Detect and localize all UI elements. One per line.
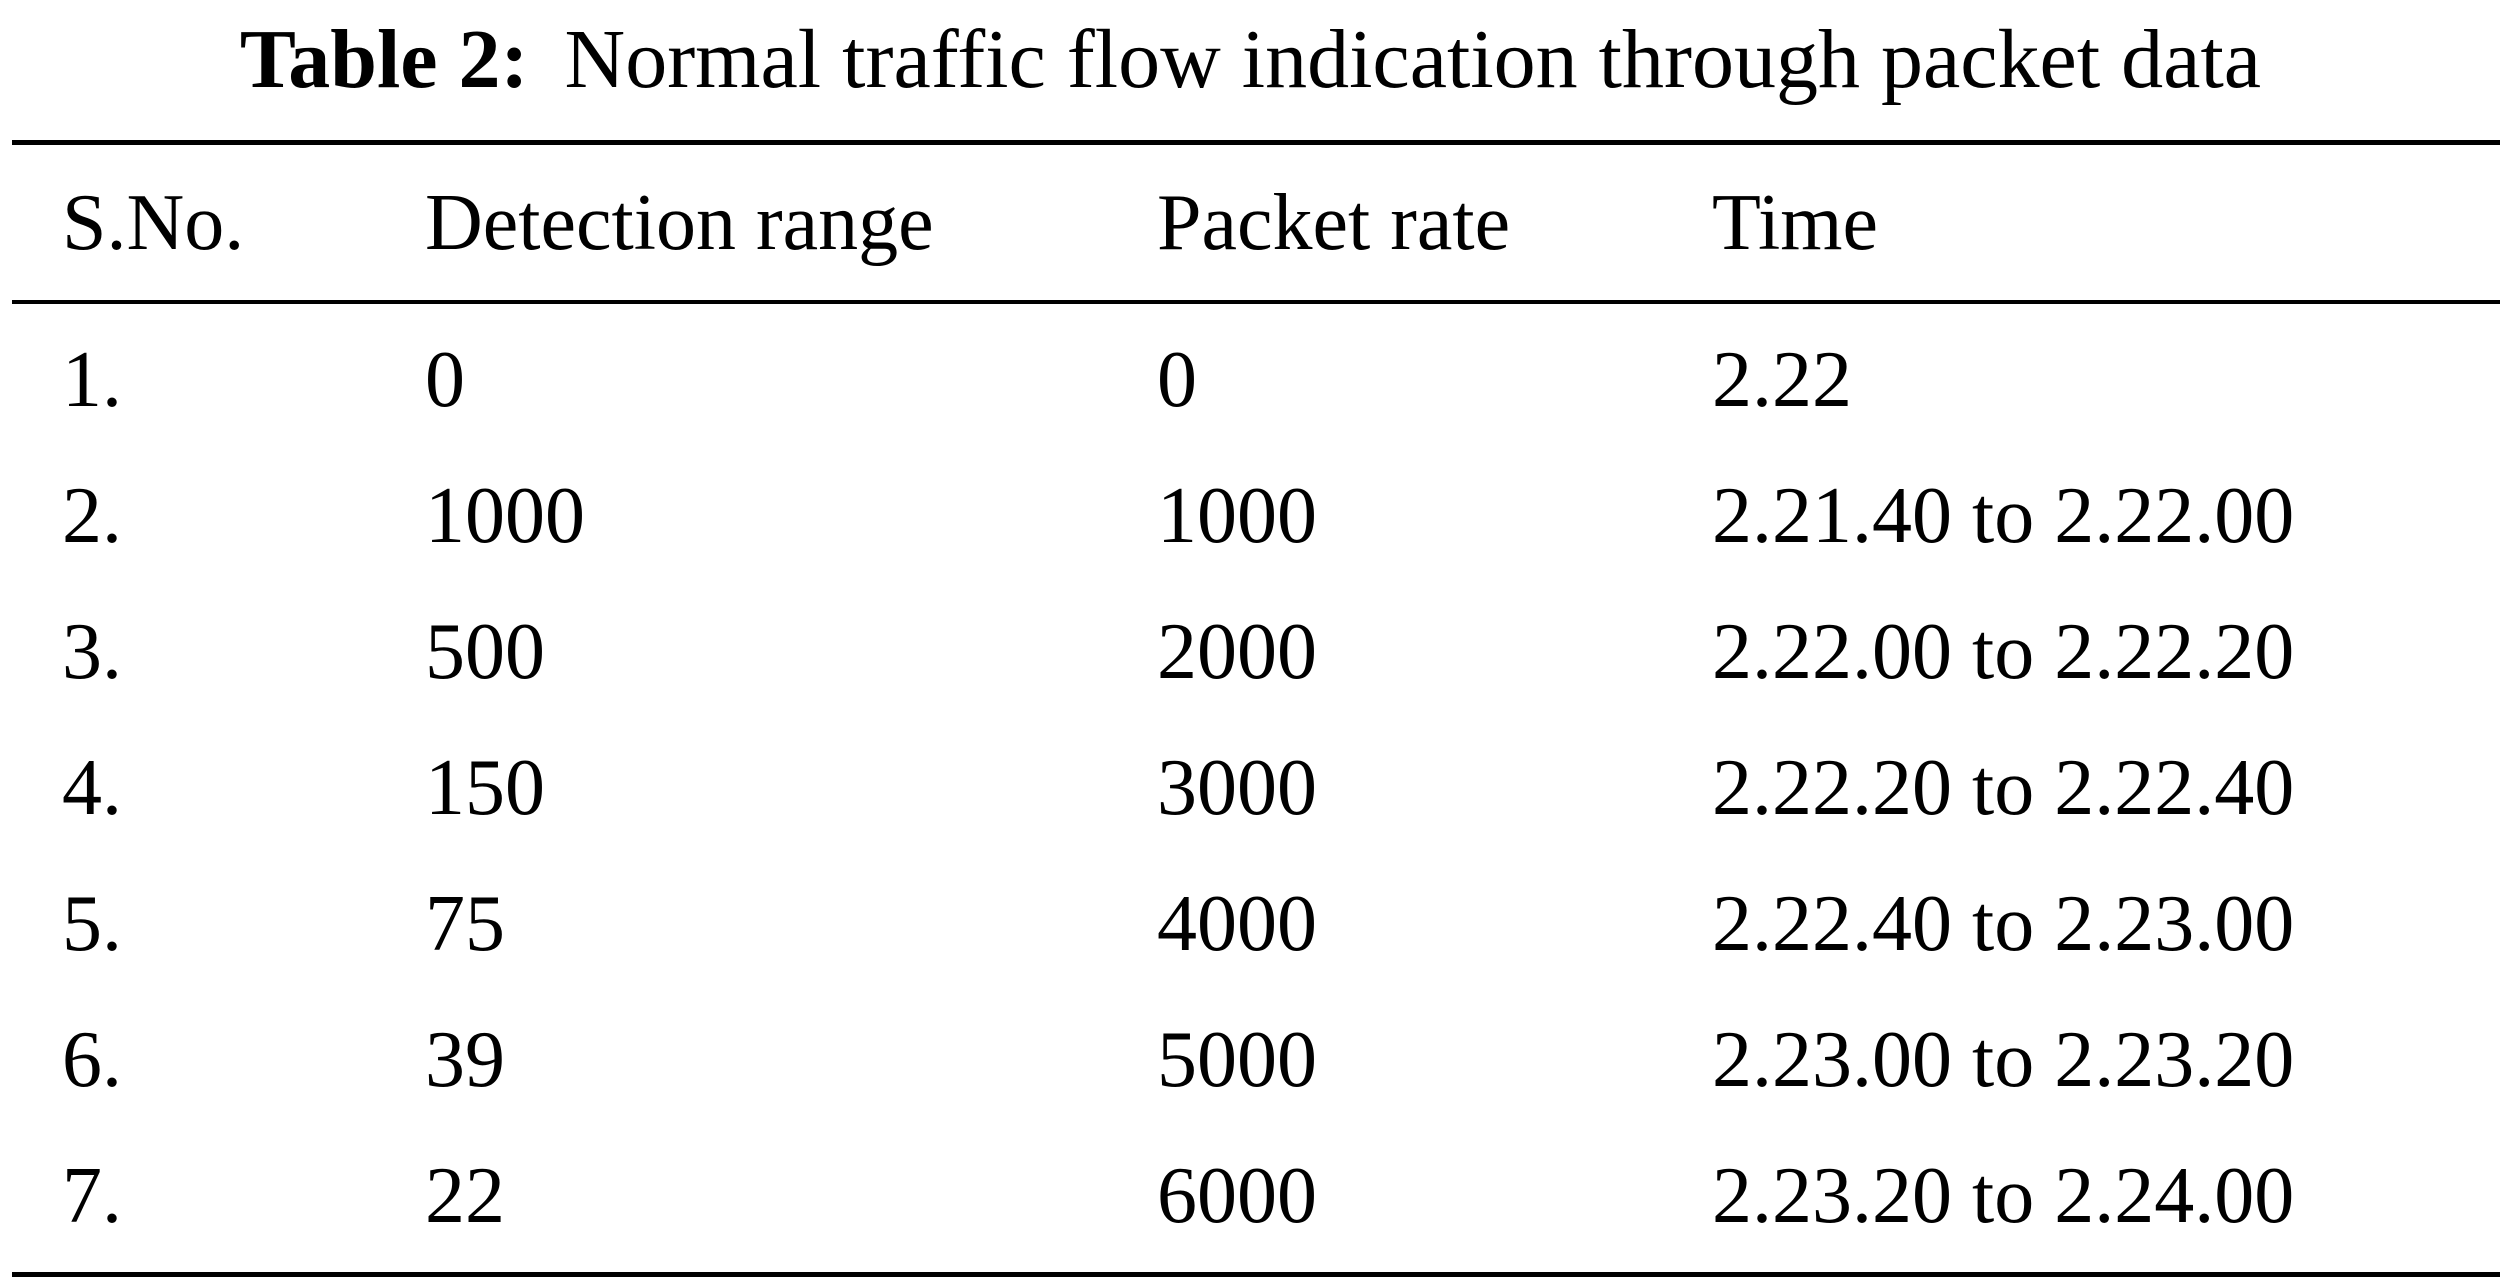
table-header-rule [12, 300, 2500, 304]
table-row: 1. 0 0 2.22 [0, 312, 2501, 448]
table-bottom-rule [12, 1272, 2500, 1277]
header-sno: S.No. [62, 179, 245, 267]
table-caption: Table 2: Normal traffic flow indication … [0, 0, 2501, 120]
cell-packet-rate: 3000 [1157, 744, 1317, 832]
cell-detection-range: 39 [425, 1016, 505, 1104]
cell-sno: 2. [62, 472, 122, 560]
table-row: 2. 1000 1000 2.21.40 to 2.22.00 [0, 448, 2501, 584]
cell-detection-range: 22 [425, 1152, 505, 1240]
cell-packet-rate: 0 [1157, 336, 1197, 424]
cell-detection-range: 500 [425, 608, 545, 696]
cell-packet-rate: 5000 [1157, 1016, 1317, 1104]
table-header-row: S.No. Detection range Packet rate Time [0, 155, 2501, 291]
cell-sno: 3. [62, 608, 122, 696]
table-row: 4. 150 3000 2.22.20 to 2.22.40 [0, 720, 2501, 856]
table-row: 6. 39 5000 2.23.00 to 2.23.20 [0, 992, 2501, 1128]
table-row: 7. 22 6000 2.23.20 to 2.24.00 [0, 1128, 2501, 1264]
cell-time: 2.21.40 to 2.22.00 [1712, 472, 2295, 560]
cell-packet-rate: 4000 [1157, 880, 1317, 968]
cell-sno: 1. [62, 336, 122, 424]
cell-time: 2.22.00 to 2.22.20 [1712, 608, 2295, 696]
header-packet-rate: Packet rate [1157, 179, 1511, 267]
header-detection-range: Detection range [425, 179, 934, 267]
table-row: 3. 500 2000 2.22.00 to 2.22.20 [0, 584, 2501, 720]
cell-sno: 4. [62, 744, 122, 832]
cell-time: 2.22 [1712, 336, 1852, 424]
table-top-rule [12, 140, 2500, 145]
cell-time: 2.22.40 to 2.23.00 [1712, 880, 2295, 968]
cell-sno: 5. [62, 880, 122, 968]
cell-detection-range: 0 [425, 336, 465, 424]
cell-packet-rate: 2000 [1157, 608, 1317, 696]
cell-time: 2.23.20 to 2.24.00 [1712, 1152, 2295, 1240]
table-caption-text: Normal traffic flow indication through p… [564, 13, 2262, 106]
table-row: 5. 75 4000 2.22.40 to 2.23.00 [0, 856, 2501, 992]
cell-sno: 7. [62, 1152, 122, 1240]
cell-time: 2.22.20 to 2.22.40 [1712, 744, 2295, 832]
cell-sno: 6. [62, 1016, 122, 1104]
cell-packet-rate: 6000 [1157, 1152, 1317, 1240]
cell-detection-range: 1000 [425, 472, 585, 560]
table-caption-label: Table 2: [239, 13, 529, 106]
cell-time: 2.23.00 to 2.23.20 [1712, 1016, 2295, 1104]
header-time: Time [1712, 179, 1879, 267]
cell-packet-rate: 1000 [1157, 472, 1317, 560]
cell-detection-range: 150 [425, 744, 545, 832]
cell-detection-range: 75 [425, 880, 505, 968]
